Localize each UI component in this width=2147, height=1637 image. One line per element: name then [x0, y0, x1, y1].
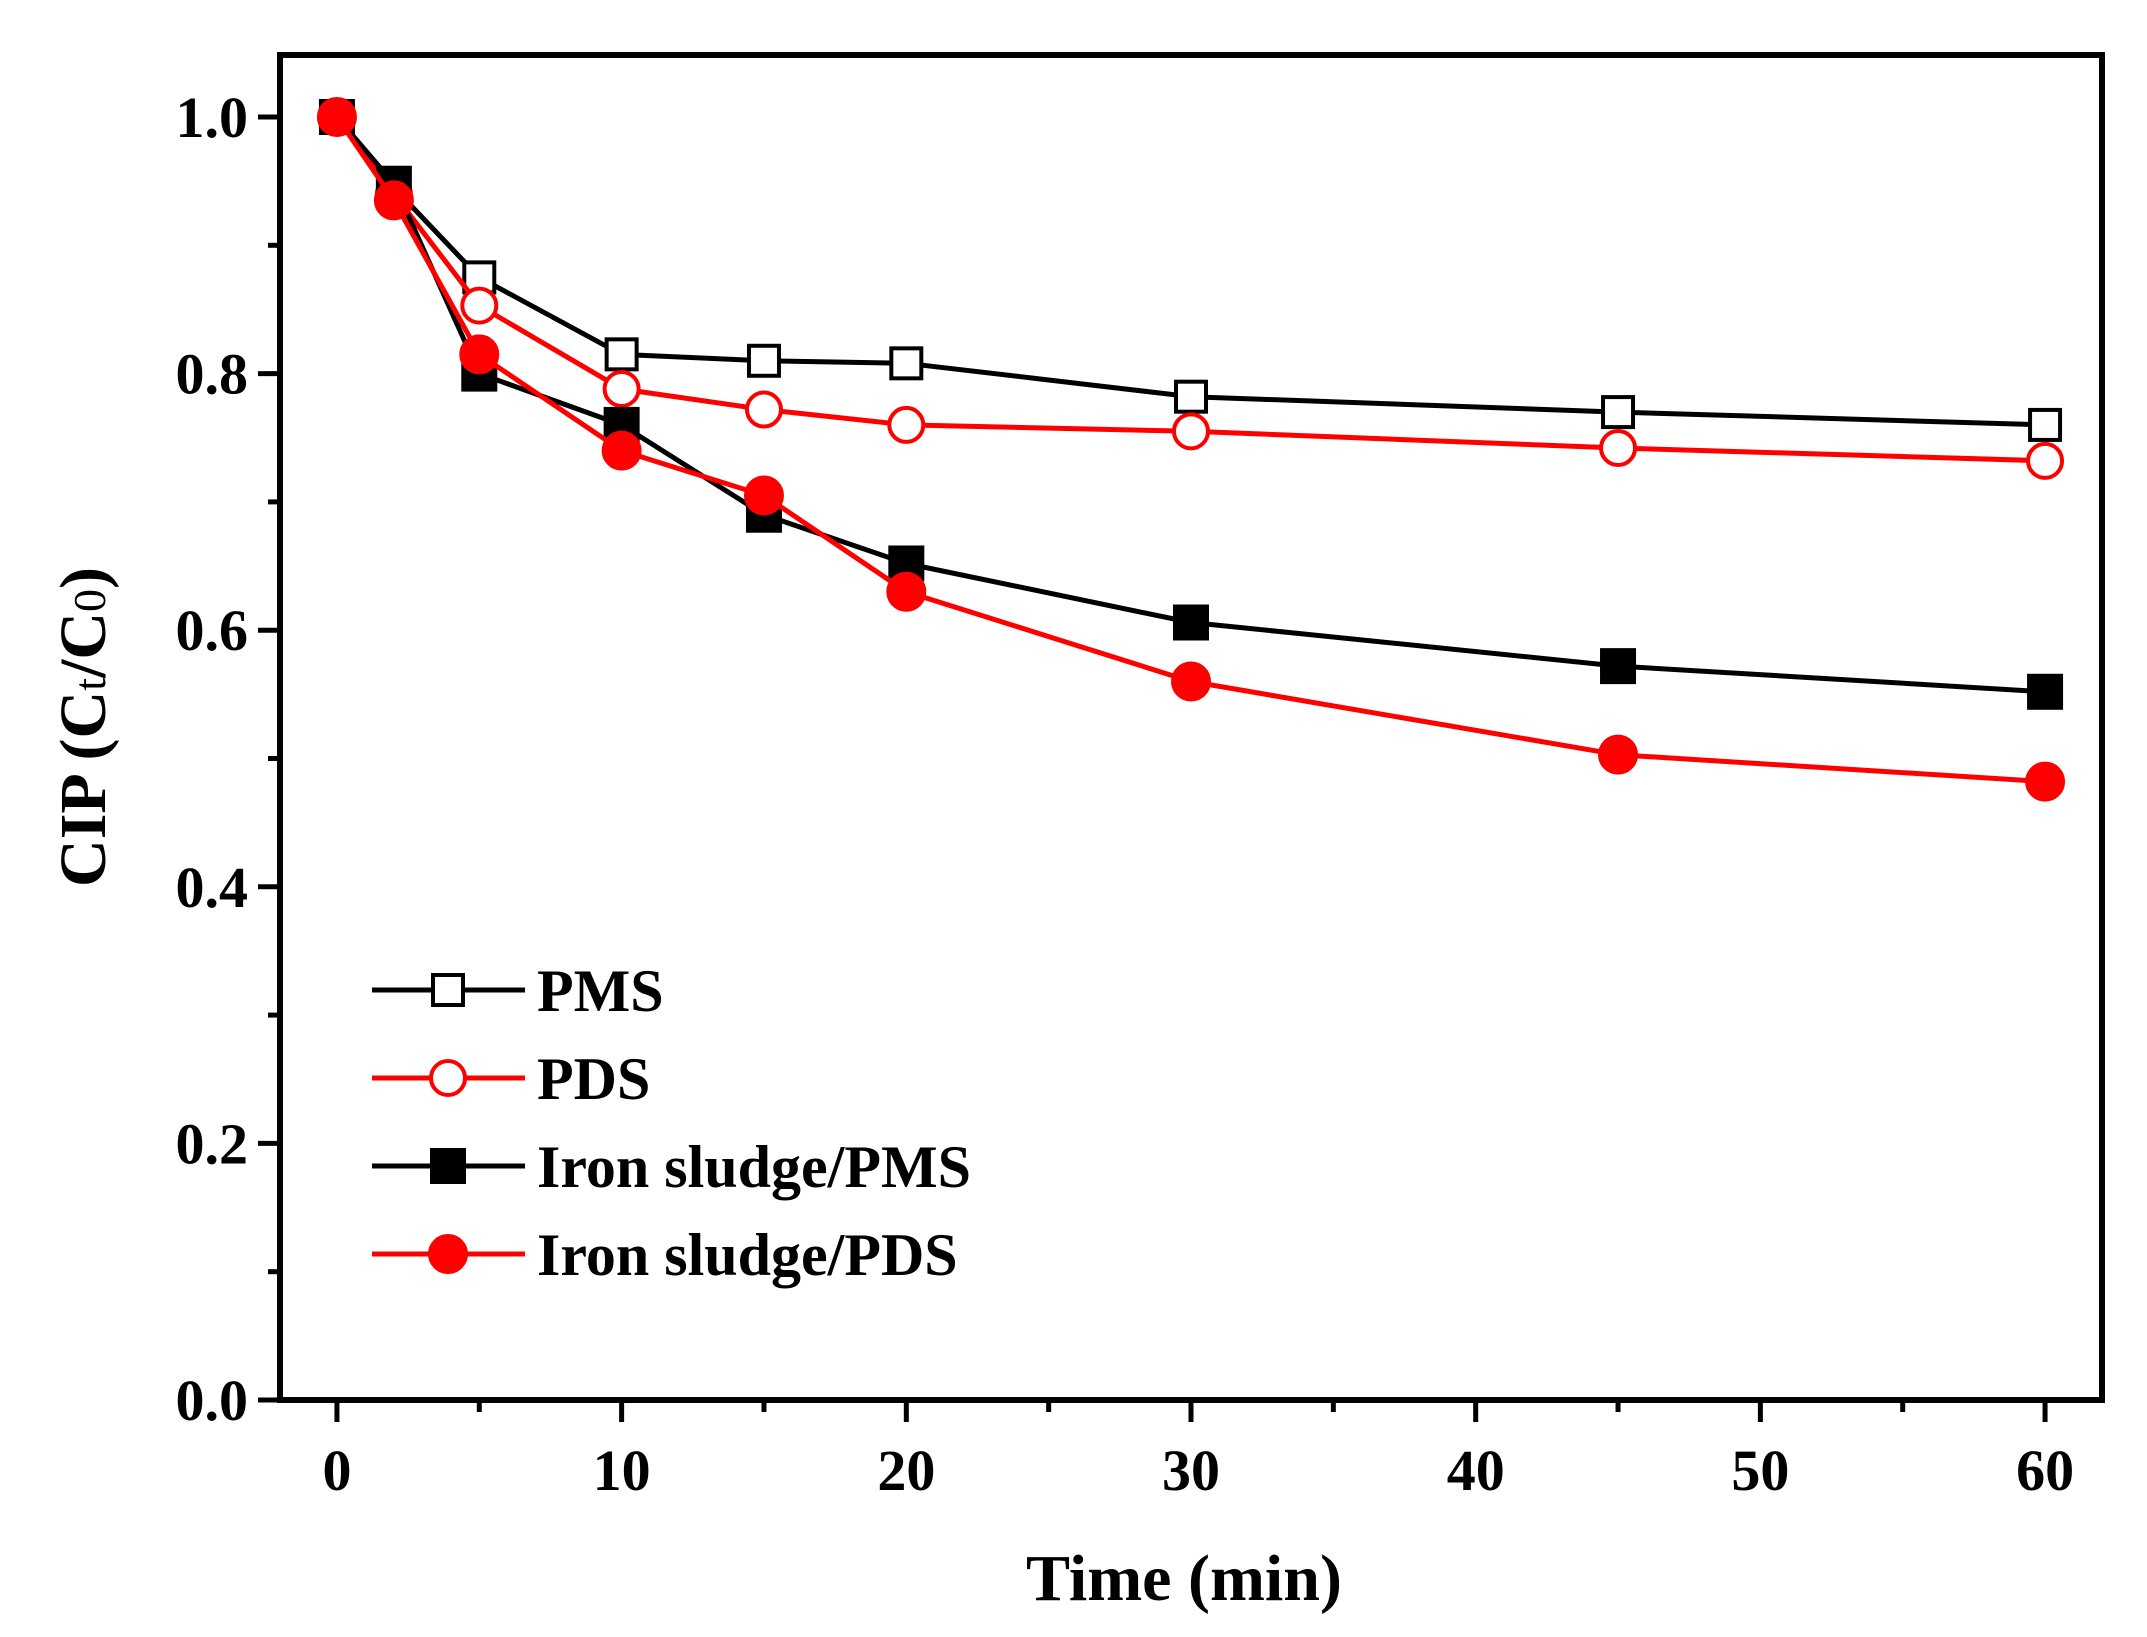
data-point-pds — [887, 405, 926, 444]
data-point-iron-sludge-pds — [373, 180, 414, 221]
y-tick-label: 0.4 — [176, 855, 249, 920]
data-point-pms — [889, 346, 924, 381]
y-axis-title-sub-0: 0 — [64, 589, 115, 612]
legend-marker — [431, 973, 465, 1007]
y-tick-label: 0.0 — [176, 1368, 249, 1433]
data-point-iron-sludge-pds — [743, 475, 784, 516]
y-axis-title-sub-t: t — [64, 678, 115, 691]
legend-label: Iron sludge/PDS — [537, 1222, 958, 1288]
data-point-iron-sludge-pds — [316, 97, 357, 137]
x-tick-label: 50 — [1731, 1438, 1789, 1503]
legend-item-pms: PMS — [372, 958, 664, 1024]
x-axis-title: Time (min) — [1026, 1542, 1342, 1615]
series-layer — [316, 97, 2066, 802]
y-tick-label: 1.0 — [176, 85, 249, 150]
data-point-iron-sludge-pds — [1171, 661, 1211, 702]
data-point-iron-sludge-pms — [1600, 648, 1637, 685]
y-axis-title: CIP (Ct/C0) — [47, 567, 120, 887]
data-point-iron-sludge-pds — [601, 430, 642, 471]
x-tick-label: 0 — [322, 1438, 351, 1503]
y-tick-label: 0.6 — [176, 598, 249, 663]
data-point-iron-sludge-pds — [2025, 761, 2066, 802]
data-point-pms — [2028, 407, 2063, 442]
data-point-pds — [744, 390, 783, 429]
series-iron-sludge-pds — [316, 97, 2066, 802]
legend-item-iron-sludge-pms: Iron sludge/PMS — [372, 1134, 971, 1200]
x-tick-label: 10 — [593, 1438, 651, 1503]
data-point-pds — [460, 286, 499, 325]
y-tick-label: 0.8 — [176, 342, 249, 407]
legend-label: PDS — [537, 1046, 650, 1112]
data-point-pds — [1172, 412, 1210, 451]
x-tick-label: 40 — [1447, 1438, 1505, 1503]
data-point-iron-sludge-pds — [1598, 734, 1639, 775]
data-point-iron-sludge-pds — [459, 334, 500, 375]
legend-marker — [428, 1234, 468, 1274]
y-tick-label: 0.2 — [176, 1111, 249, 1176]
legend-item-iron-sludge-pds: Iron sludge/PDS — [372, 1222, 958, 1288]
data-point-iron-sludge-pms — [2027, 673, 2064, 710]
legend-marker — [429, 1059, 467, 1097]
x-tick-label: 60 — [2016, 1438, 2074, 1503]
data-point-pms — [604, 337, 639, 372]
data-point-pms — [1601, 395, 1636, 430]
data-point-pds — [602, 369, 641, 408]
x-tick-label: 20 — [877, 1438, 935, 1503]
legend-label: PMS — [537, 958, 664, 1024]
data-point-pms — [746, 343, 781, 378]
legend-item-pds: PDS — [372, 1046, 650, 1112]
x-tick-label: 30 — [1162, 1438, 1220, 1503]
legend-label: Iron sludge/PMS — [537, 1134, 971, 1200]
y-axis: 0.0 0.2 0.4 0.6 0.8 1.0 — [176, 85, 280, 1433]
y-axis-title-end: ) — [47, 567, 120, 589]
series-line-pms — [334, 115, 2046, 428]
series-pms — [319, 100, 2063, 442]
data-point-pds — [1599, 429, 1638, 468]
data-point-iron-sludge-pds — [886, 571, 927, 612]
data-point-pms — [1174, 379, 1208, 414]
data-point-pds — [2026, 441, 2065, 480]
legend-marker — [430, 1148, 466, 1184]
y-axis-title-main: CIP (C — [47, 691, 120, 887]
y-axis-title-sep: /C — [47, 612, 120, 679]
data-point-iron-sludge-pms — [1173, 604, 1209, 641]
legend: PMS PDS Iron sludge/PMS Iron sludge/PDS — [372, 958, 971, 1288]
x-axis: 0 10 20 30 40 50 60 — [322, 1400, 2074, 1503]
